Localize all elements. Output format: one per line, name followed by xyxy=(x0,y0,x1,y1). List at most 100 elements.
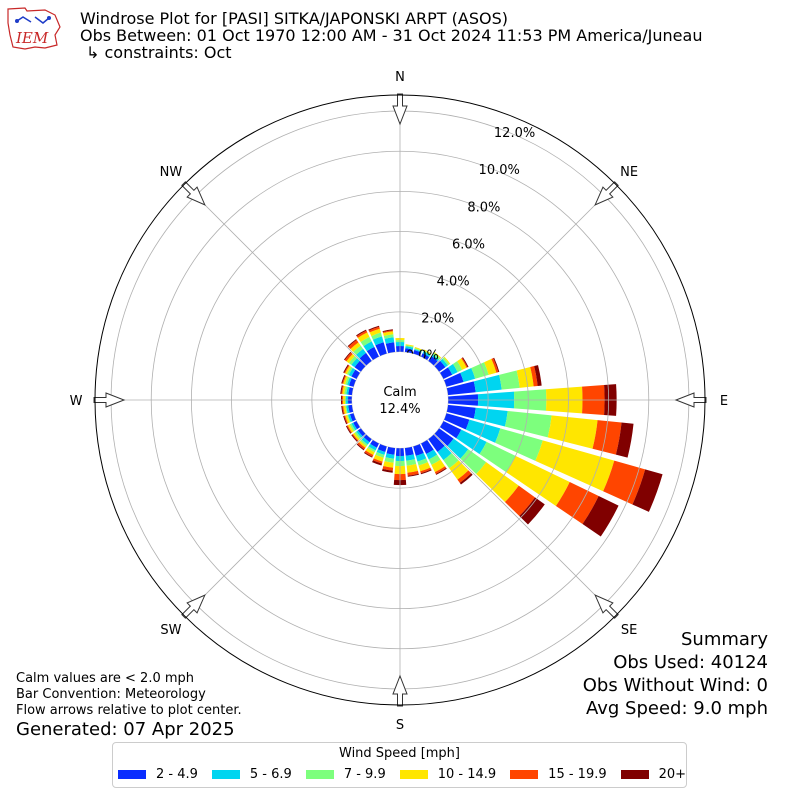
legend-item: 5 - 6.9 xyxy=(211,767,292,782)
windrose-bar-segment xyxy=(360,439,368,447)
flow-arrows-note: Flow arrows relative to plot center. xyxy=(16,703,242,718)
windrose-bar-segment xyxy=(385,342,396,354)
generated-date: Generated: 07 Apr 2025 xyxy=(16,719,235,740)
windrose-bar-segment xyxy=(420,469,432,475)
windrose-bar-segment xyxy=(484,358,497,375)
windrose-bar-segment xyxy=(431,459,446,473)
flow-arrow-icon xyxy=(392,674,408,707)
windrose-bar-segment xyxy=(440,358,448,368)
windrose-bar-segment xyxy=(603,460,646,505)
windrose-bar-segment xyxy=(446,404,476,419)
windrose-bar-segment xyxy=(420,439,434,455)
windrose-bar-segment xyxy=(491,358,499,373)
windrose-bar-segment xyxy=(342,375,347,384)
windrose-bar-segment xyxy=(473,374,502,393)
windrose-bar-segment xyxy=(460,367,476,383)
windrose-bar-segment xyxy=(347,377,352,386)
calm-value: 12.4% xyxy=(379,402,420,417)
windrose-bar-segment xyxy=(345,365,352,375)
windrose-bar-segment xyxy=(347,339,357,347)
windrose-bar-segment xyxy=(343,415,348,425)
windrose-bar-segment xyxy=(582,496,619,537)
windrose-bar-segment xyxy=(555,482,599,525)
windrose-bar-segment xyxy=(504,485,536,517)
windrose-bar-segment xyxy=(343,351,352,361)
windrose-bar-segment xyxy=(364,450,374,457)
windrose-bar-segment xyxy=(373,454,384,462)
windrose-bar-segment xyxy=(418,462,431,472)
windrose-bar-segment xyxy=(344,386,348,395)
windrose-bar-segment xyxy=(344,352,353,362)
windrose-bar-segment xyxy=(433,352,442,359)
windrose-bar-segment xyxy=(428,434,445,452)
legend-swatch xyxy=(305,770,334,779)
radial-tick-label: 12.0% xyxy=(494,126,535,141)
legend-swatch xyxy=(118,770,146,779)
direction-label: SW xyxy=(160,623,181,638)
windrose-bar-segment xyxy=(367,446,376,453)
windrose-bar-segment xyxy=(383,331,394,336)
windrose-bar-segment xyxy=(426,449,438,460)
radial-tick-label: 10.0% xyxy=(479,163,520,178)
windrose-bar-segment xyxy=(462,357,469,368)
windrose-bar-segment xyxy=(495,428,543,461)
windrose-bar-segment xyxy=(434,466,447,474)
windrose-bar-segment xyxy=(414,347,423,351)
windrose-bar-segment xyxy=(356,329,367,337)
windrose-bar-segment xyxy=(432,352,441,360)
windrose-bar-segment xyxy=(357,442,366,450)
windrose-bar-segment xyxy=(353,345,364,355)
windrose-bar-segment xyxy=(448,363,458,375)
windrose-bar-segment xyxy=(363,452,373,458)
windrose-bar-segment xyxy=(363,341,375,352)
windrose-bar-segment xyxy=(368,325,380,331)
windrose-bar-segment xyxy=(372,458,383,464)
windrose-bar-segment xyxy=(375,342,387,357)
legend-item: 10 - 14.9 xyxy=(399,767,497,782)
windrose-bar-segment xyxy=(434,428,454,447)
windrose-bar-segment xyxy=(351,369,361,380)
windrose-bar-segment xyxy=(346,366,353,376)
calm-label: Calm xyxy=(383,385,416,400)
windrose-bar-segment xyxy=(352,433,359,442)
windrose-bar-segment xyxy=(343,375,348,385)
windrose-bar-segment xyxy=(443,413,470,430)
windrose-bar-segment xyxy=(369,328,381,337)
windrose-bar-segment xyxy=(341,405,344,415)
windrose-bar-segment xyxy=(615,422,634,458)
flow-arrow-icon xyxy=(93,392,126,408)
windrose-bar-segment xyxy=(460,449,487,475)
windrose-bar-segment xyxy=(592,420,622,455)
direction-label: NE xyxy=(620,165,638,180)
windrose-bar-segment xyxy=(357,428,366,437)
windrose-bar-segment xyxy=(382,330,394,334)
windrose-bar-segment xyxy=(476,462,519,503)
direction-arrows xyxy=(93,93,707,707)
windrose-bar-segment xyxy=(376,449,386,455)
legend-item: 7 - 9.9 xyxy=(305,767,386,782)
windrose-bar-segment xyxy=(449,460,469,480)
windrose-bar-segment xyxy=(357,332,370,343)
windrose-bar-segment xyxy=(428,356,438,366)
windrose-bar-segment xyxy=(342,385,346,395)
legend-label: 15 - 19.9 xyxy=(548,767,607,782)
flow-arrow-icon xyxy=(594,594,619,619)
legend-label: 10 - 14.9 xyxy=(437,767,497,782)
windrose-bar-segment xyxy=(457,358,467,370)
windrose-bar-segment xyxy=(382,468,393,473)
obs-without-wind: Obs Without Wind: 0 xyxy=(582,675,768,696)
windrose-bar-segment xyxy=(368,443,377,451)
summary: Summary Obs Used: 40124 Obs Without Wind… xyxy=(583,628,768,720)
legend-swatch xyxy=(211,770,240,779)
radial-tick-labels: 0.0%2.0%4.0%6.0%8.0%10.0%12.0% xyxy=(406,126,535,364)
windrose-bar-segment xyxy=(443,453,459,469)
windrose-bar-segment xyxy=(428,454,441,465)
windrose-bar-segment xyxy=(348,414,353,423)
windrose-bar-segment xyxy=(349,413,357,422)
legend-item: 15 - 19.9 xyxy=(510,767,607,782)
radial-tick-label: 4.0% xyxy=(437,274,470,289)
windrose-bar-segment xyxy=(499,370,520,390)
notes: Calm values are < 2.0 mph Bar Convention… xyxy=(16,671,242,719)
windrose-bar-segment xyxy=(352,432,360,441)
